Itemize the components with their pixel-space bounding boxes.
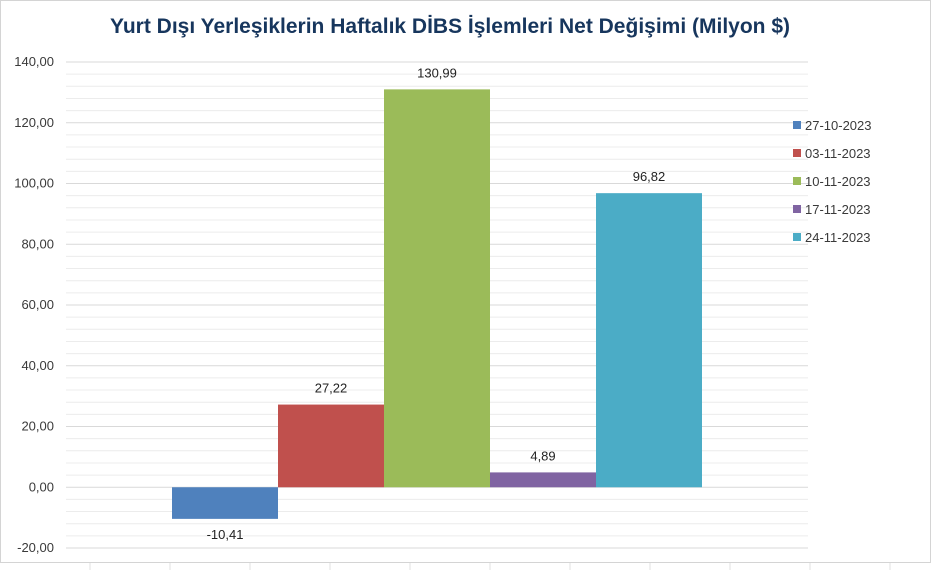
legend-label: 17-11-2023 bbox=[805, 202, 871, 217]
legend-swatch bbox=[793, 149, 801, 157]
legend-swatch bbox=[793, 121, 801, 129]
bar-24-11-2023 bbox=[596, 193, 702, 488]
data-labels: -10,41 27,22 130,99 4,89 96,82 bbox=[207, 65, 666, 542]
y-tick-label: 60,00 bbox=[21, 297, 54, 312]
legend-swatch bbox=[793, 177, 801, 185]
legend-label: 10-11-2023 bbox=[805, 174, 871, 189]
legend-swatch bbox=[793, 233, 801, 241]
chart-title: Yurt Dışı Yerleşiklerin Haftalık DİBS İş… bbox=[109, 15, 791, 38]
y-tick-label: 100,00 bbox=[14, 176, 54, 191]
legend-label: 03-11-2023 bbox=[805, 146, 871, 161]
bar-03-11-2023 bbox=[278, 404, 384, 488]
legend-label: 24-11-2023 bbox=[805, 230, 871, 245]
data-label: 96,82 bbox=[633, 169, 666, 184]
data-label: 130,99 bbox=[417, 65, 457, 80]
y-tick-label: 0,00 bbox=[29, 479, 54, 494]
y-tick-label: 80,00 bbox=[21, 236, 54, 251]
bar-27-10-2023 bbox=[172, 487, 278, 519]
data-label: 4,89 bbox=[530, 448, 555, 463]
legend-swatch bbox=[793, 205, 801, 213]
y-axis: -20,00 0,00 20,00 40,00 60,00 80,00 100,00 120,… bbox=[14, 54, 54, 555]
data-label: 27,22 bbox=[315, 381, 348, 396]
y-tick-label: 120,00 bbox=[14, 115, 54, 130]
y-tick-label: -20,00 bbox=[17, 540, 54, 555]
bar-10-11-2023 bbox=[384, 89, 490, 488]
y-tick-label: 20,00 bbox=[21, 419, 54, 434]
legend: 27-10-2023 03-11-2023 10-11-2023 17-11-2023… bbox=[793, 118, 872, 245]
bar-17-11-2023 bbox=[490, 472, 596, 488]
bars bbox=[172, 89, 702, 519]
data-label: -10,41 bbox=[207, 527, 244, 542]
y-tick-label: 140,00 bbox=[14, 54, 54, 69]
y-tick-label: 40,00 bbox=[21, 358, 54, 373]
legend-label: 27-10-2023 bbox=[805, 118, 872, 133]
